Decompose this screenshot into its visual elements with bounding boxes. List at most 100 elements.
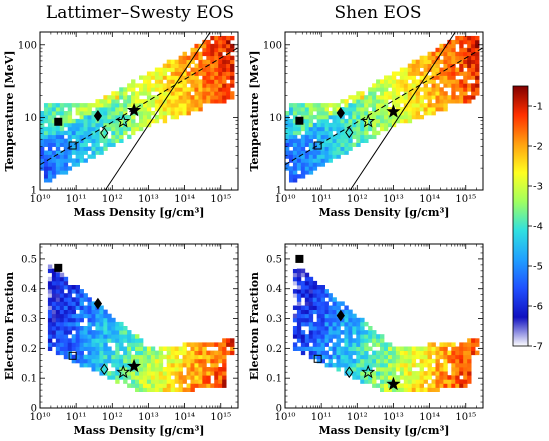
- heatmap-cell: [447, 383, 452, 388]
- heatmap-cell: [127, 330, 132, 335]
- heatmap-cell: [230, 91, 235, 96]
- heatmap-cell: [332, 142, 337, 147]
- heatmap-cell: [471, 346, 476, 351]
- heatmap-cell: [47, 170, 53, 175]
- heatmap-cell: [368, 118, 373, 124]
- heatmap-cell: [119, 354, 124, 360]
- heatmap-cell: [356, 95, 361, 100]
- heatmap-cell: [83, 126, 88, 132]
- heatmap-cell: [154, 383, 160, 388]
- heatmap-cell: [344, 305, 349, 310]
- heatmap-cell: [384, 383, 389, 388]
- heatmap-cell: [182, 362, 187, 368]
- heatmap-cell: [415, 362, 421, 368]
- heatmap-cell: [380, 118, 385, 124]
- heatmap-cell: [407, 379, 413, 384]
- heatmap-cell: [55, 346, 61, 351]
- heatmap-cell: [435, 354, 440, 360]
- heatmap-cell: [384, 354, 389, 360]
- heatmap-cell: [380, 83, 385, 88]
- heatmap-cell: [411, 75, 417, 80]
- heatmap-cell: [451, 55, 456, 61]
- heatmap-cell: [146, 367, 152, 372]
- heatmap-cell: [146, 387, 152, 392]
- heatmap-cell: [119, 130, 124, 136]
- heatmap-cell: [174, 362, 179, 368]
- heatmap-cell: [107, 330, 112, 335]
- heatmap-cell: [431, 79, 436, 84]
- heatmap-cell: [423, 91, 428, 96]
- heatmap-cell: [111, 338, 116, 343]
- heatmap-cell: [427, 87, 432, 92]
- heatmap-cell: [103, 350, 108, 356]
- heatmap-cell: [312, 293, 318, 298]
- heatmap-cell: [423, 346, 428, 351]
- heatmap-cell: [435, 346, 440, 351]
- heatmap-cell: [344, 358, 349, 364]
- heatmap-cell: [348, 371, 353, 376]
- heatmap-cell: [202, 95, 207, 100]
- heatmap-cell: [186, 111, 191, 116]
- heatmap-cell: [376, 383, 381, 388]
- y-axis-label: Electron Fraction: [248, 272, 261, 380]
- heatmap-cell: [59, 330, 65, 335]
- heatmap-cell: [372, 375, 377, 380]
- heatmap-cell: [336, 358, 341, 364]
- heatmap-cell: [83, 146, 88, 151]
- heatmap-cell: [316, 334, 322, 339]
- heatmap-cell: [99, 354, 104, 360]
- heatmap-cell: [142, 358, 148, 364]
- heatmap-cell: [364, 334, 369, 339]
- heatmap-cell: [344, 103, 349, 108]
- y-tick-label: 0: [276, 404, 282, 415]
- heatmap-cell: [75, 326, 80, 331]
- heatmap-cell: [344, 118, 349, 124]
- heatmap-cell: [51, 334, 57, 339]
- heatmap-cell: [51, 166, 57, 171]
- heatmap-cell: [459, 59, 464, 64]
- x-tick-label: 10¹²: [347, 194, 368, 205]
- heatmap-cell: [186, 99, 191, 104]
- heatmap-cell: [292, 138, 298, 143]
- heatmap-cell: [352, 330, 357, 335]
- heatmap-cell: [415, 379, 421, 384]
- heatmap-cell: [103, 338, 108, 343]
- heatmap-cell: [194, 354, 199, 360]
- heatmap-cell: [391, 103, 397, 108]
- heatmap-cell: [344, 338, 349, 343]
- heatmap-cell: [356, 111, 361, 116]
- heatmap-cell: [344, 142, 349, 147]
- heatmap-cell: [372, 334, 377, 339]
- heatmap-cell: [123, 367, 128, 372]
- heatmap-cell: [336, 321, 341, 327]
- heatmap-cell: [451, 346, 456, 351]
- heatmap-cell: [190, 71, 195, 76]
- heatmap-cell: [356, 342, 361, 347]
- heatmap-cell: [166, 87, 172, 92]
- heatmap-cell: [328, 142, 333, 147]
- heatmap-cell: [380, 95, 385, 100]
- heatmap-cell: [423, 67, 428, 72]
- heatmap-cell: [300, 268, 306, 274]
- heatmap-cell: [230, 63, 235, 68]
- heatmap-cell: [376, 354, 381, 360]
- heatmap-cell: [95, 126, 100, 132]
- heatmap-cell: [285, 142, 290, 147]
- heatmap-cell: [320, 107, 325, 112]
- heatmap-cell: [308, 126, 314, 132]
- heatmap-cell: [348, 122, 353, 128]
- heatmap-cell: [467, 67, 472, 72]
- heatmap-cell: [364, 107, 369, 112]
- heatmap-cell: [304, 276, 310, 282]
- heatmap-cell: [411, 383, 417, 388]
- panel-4: 10¹⁰ 10¹¹ 10¹² 10¹³ 10¹⁴ 10¹⁵00.10.20.30.40.5…: [248, 243, 484, 437]
- heatmap-cell: [380, 87, 385, 92]
- heatmap-cell: [443, 51, 448, 57]
- heatmap-cell: [87, 297, 92, 302]
- heatmap-cell: [103, 142, 108, 147]
- heatmap-cell: [107, 95, 112, 100]
- heatmap-cell: [447, 75, 452, 80]
- heatmap-cell: [182, 354, 187, 360]
- heatmap-cell: [447, 59, 452, 64]
- heatmap-cell: [439, 87, 444, 92]
